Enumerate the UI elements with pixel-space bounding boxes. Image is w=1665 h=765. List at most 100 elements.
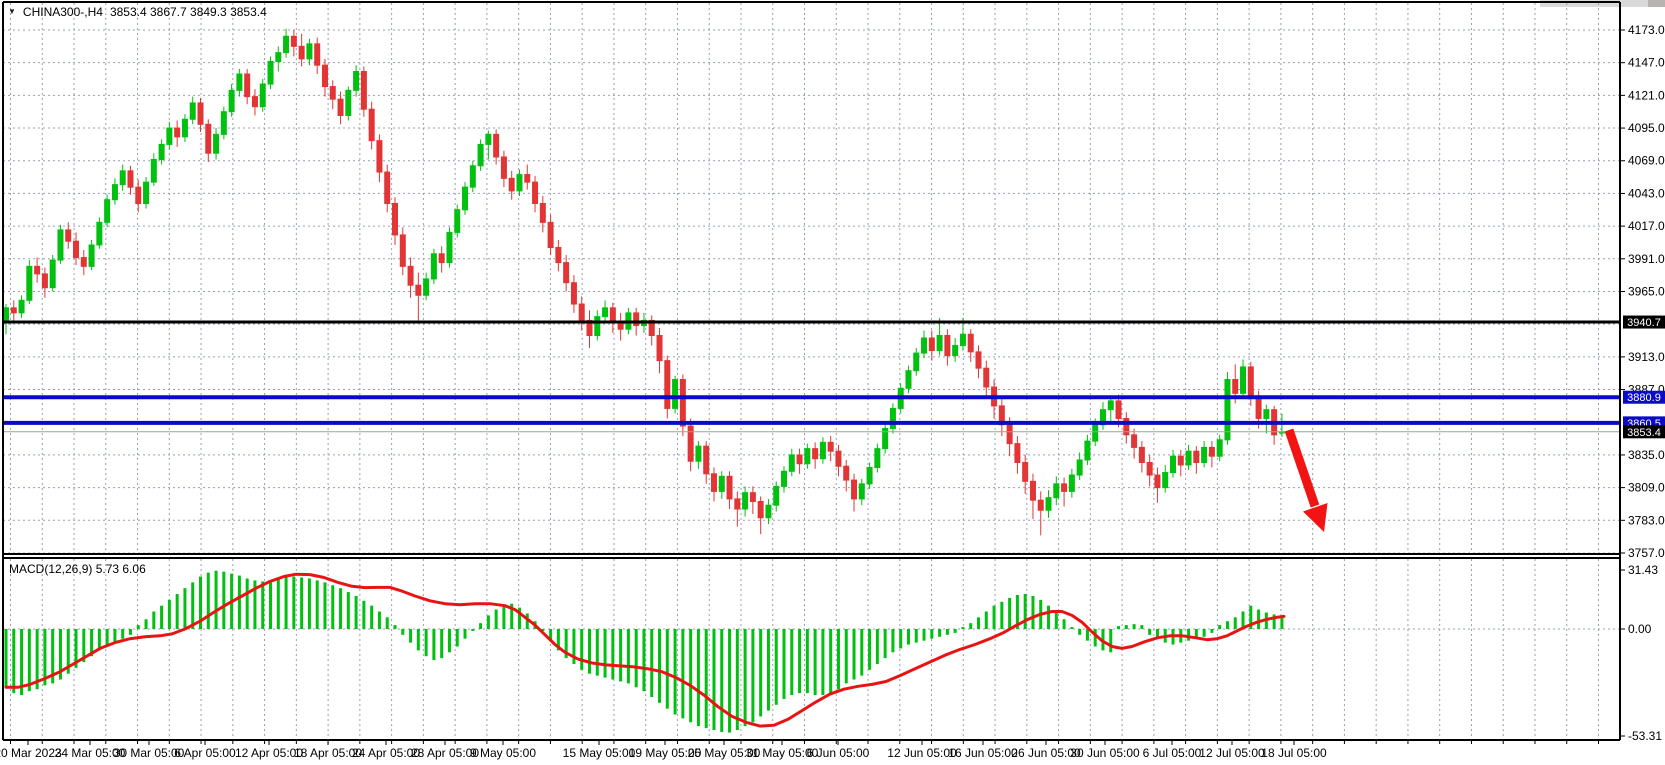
candle-body — [174, 127, 181, 138]
candle-body — [290, 35, 297, 47]
candle-body — [446, 231, 453, 264]
macd-histogram-bar — [97, 629, 101, 651]
candle-body — [905, 370, 912, 389]
macd-histogram-bar — [393, 625, 397, 629]
macd-histogram-bar — [82, 629, 86, 663]
macd-histogram-bar — [447, 629, 451, 653]
macd-histogram-bar — [883, 629, 887, 659]
macd-histogram-bar — [1062, 619, 1066, 629]
macd-histogram-bar — [626, 629, 630, 684]
macd-histogram-bar — [90, 629, 94, 657]
macd-histogram-bar — [1257, 609, 1261, 629]
macd-histogram-bar — [782, 629, 786, 699]
time-tick-label: 30 Mar 05:00 — [114, 746, 185, 760]
time-tick-label: 24 Mar 05:00 — [55, 746, 126, 760]
macd-histogram-bar — [759, 629, 763, 717]
macd-histogram-bar — [1109, 629, 1113, 653]
macd-indicator-label: MACD(12,26,9) 5.73 6.06 — [9, 562, 146, 576]
candle-body — [975, 351, 982, 369]
macd-histogram-bar — [323, 582, 327, 629]
candle-body — [516, 174, 523, 192]
trend-arrow[interactable] — [1284, 428, 1328, 532]
macd-histogram-bar — [253, 580, 257, 629]
candle-body — [1115, 400, 1122, 419]
candle-body — [524, 174, 531, 183]
candle-body — [205, 123, 212, 154]
candle-body — [220, 111, 227, 135]
candle-body — [1014, 443, 1021, 463]
macd-histogram-bar — [984, 611, 988, 629]
top-scroll-thumb[interactable] — [1648, 0, 1665, 7]
candle-body — [563, 262, 570, 284]
candle-body — [321, 64, 328, 88]
candle-body — [742, 492, 749, 510]
macd-histogram-bar — [1218, 625, 1222, 629]
trend-arrow-shaft — [1284, 428, 1320, 508]
time-tick-label: 30 Jun 05:00 — [1070, 746, 1140, 760]
macd-histogram-bar — [580, 629, 584, 670]
macd-histogram-bar — [938, 629, 942, 637]
macd-histogram-bar — [930, 629, 934, 639]
macd-histogram-bar — [1070, 627, 1074, 629]
macd-histogram-bar — [1225, 621, 1229, 629]
price-tick-label: 4147.0 — [1628, 56, 1665, 70]
candle-body — [827, 441, 834, 452]
candle-body — [438, 253, 445, 264]
candle-body — [360, 70, 367, 110]
price-tick-label: 4095.0 — [1628, 121, 1665, 135]
candle-body — [415, 284, 422, 296]
candle-body — [1061, 483, 1068, 492]
macd-histogram-bar — [572, 629, 576, 664]
macd-histogram-bar — [144, 619, 148, 629]
candle-body — [399, 234, 406, 267]
macd-histogram-bar — [354, 595, 358, 629]
macd-histogram-bar — [564, 629, 568, 659]
macd-histogram-bar — [1054, 611, 1058, 629]
candle-body — [1247, 366, 1254, 397]
symbol-dropdown-icon[interactable]: ▼ — [8, 7, 16, 16]
candle-body — [392, 202, 398, 236]
macd-histogram-bar — [1015, 594, 1019, 629]
macd-histogram-bar — [821, 629, 825, 696]
candle-body — [757, 500, 764, 519]
candle-body — [1138, 446, 1145, 463]
candle-body — [259, 83, 266, 108]
price-tick-label: 4043.0 — [1628, 186, 1665, 200]
candle-body — [765, 504, 772, 519]
macd-histogram-bar — [774, 629, 778, 705]
top-scroll-strip[interactable] — [1540, 0, 1665, 7]
candle-body — [407, 265, 414, 286]
candle-body — [493, 133, 500, 158]
macd-histogram-bar — [953, 629, 957, 633]
macd-histogram-bar — [1023, 594, 1027, 629]
macd-histogram-bar — [1233, 617, 1237, 629]
candle-body — [111, 184, 118, 201]
candle-body — [1037, 499, 1044, 511]
macd-histogram-bar — [401, 629, 405, 635]
candle-body — [384, 171, 391, 204]
candle-body — [353, 70, 360, 91]
macd-histogram-bar — [463, 629, 467, 639]
candle-body — [337, 98, 344, 116]
macd-histogram-bar — [479, 623, 483, 629]
macd-histogram-bar — [1155, 629, 1159, 639]
candle-body — [298, 45, 305, 60]
candle-body — [88, 244, 95, 267]
macd-histogram-bar — [113, 629, 117, 643]
candle-body — [251, 96, 258, 108]
macd-histogram-bar — [541, 629, 545, 631]
candle-body — [921, 337, 928, 354]
candle-body — [882, 428, 889, 450]
candle-body — [959, 333, 966, 347]
candle-body — [1255, 395, 1262, 419]
time-tick-label: 18 Apr 05:00 — [294, 746, 362, 760]
macd-histogram-bar — [4, 629, 8, 688]
candle-body — [477, 143, 484, 167]
macd-histogram-bar — [681, 629, 685, 719]
price-tick-label: 3783.0 — [1628, 513, 1665, 527]
price-axis[interactable]: 4173.0 4147.0 4121.0 4095.0 4069.0 4043.0 4017… — [1620, 23, 1665, 743]
macd-histogram-bar — [66, 629, 70, 674]
